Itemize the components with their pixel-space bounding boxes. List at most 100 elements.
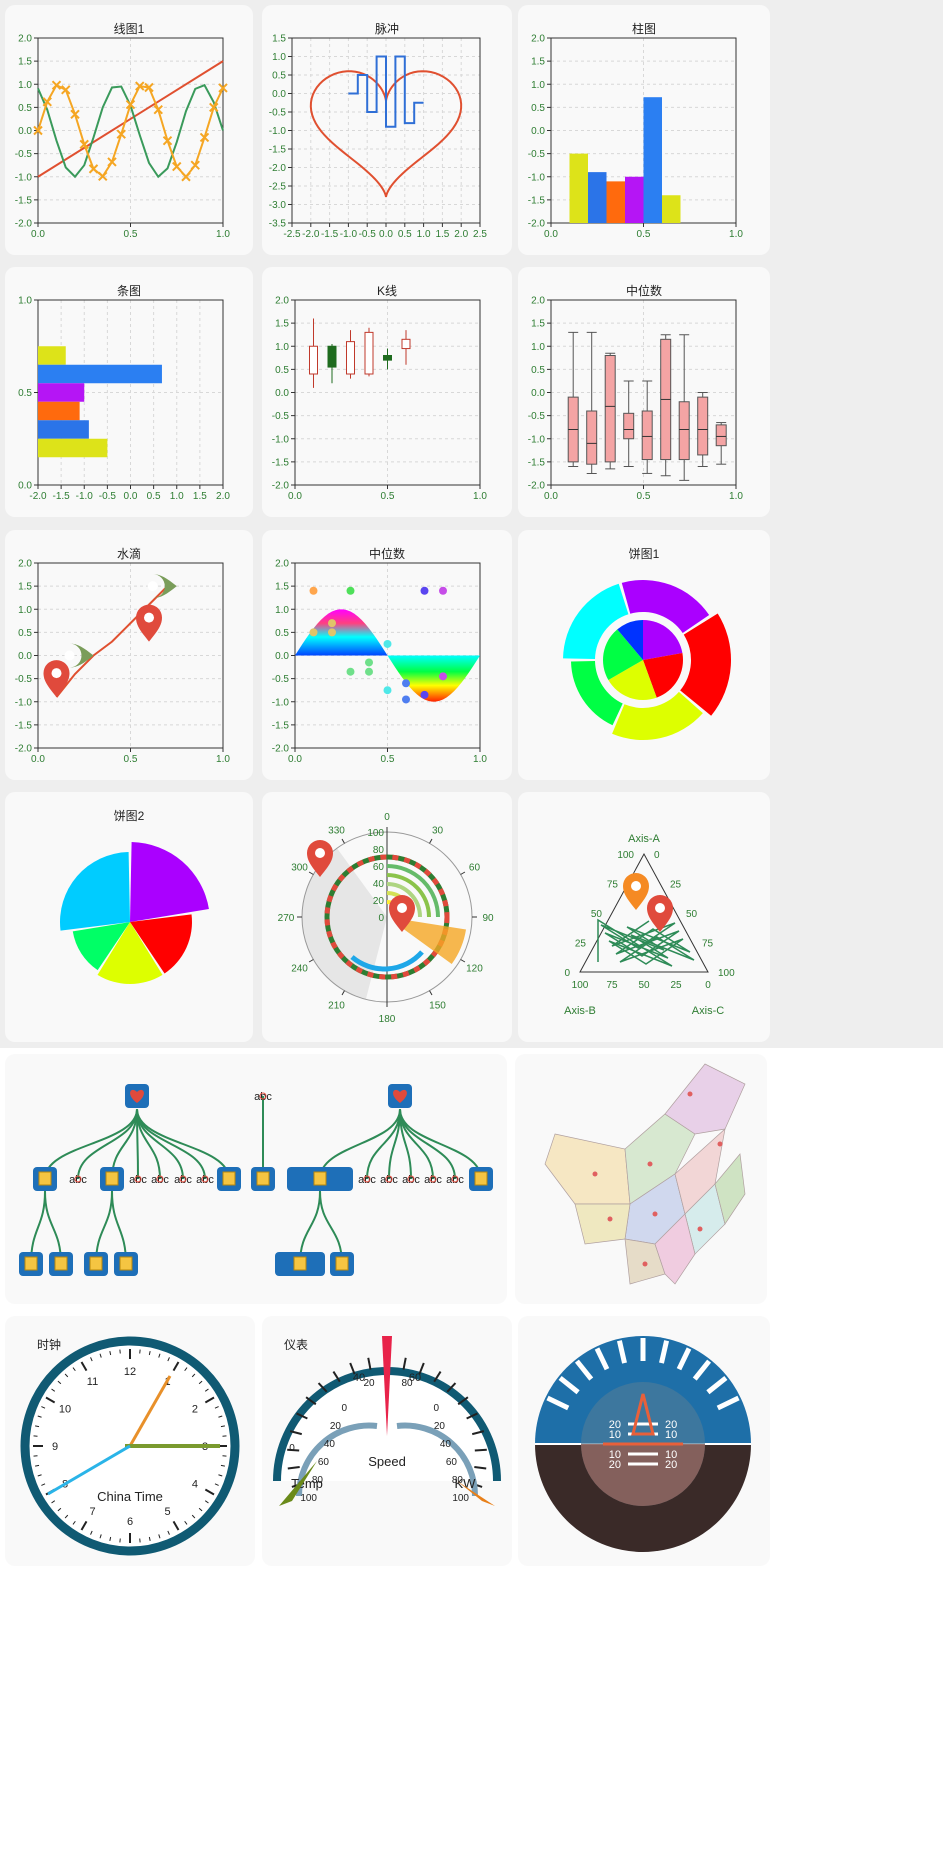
x-tick-label: 0.0	[379, 229, 393, 240]
folder-icon	[256, 1171, 270, 1186]
tree-link	[77, 1108, 138, 1180]
bank-tick	[716, 1395, 740, 1411]
clock-number: 7	[89, 1506, 95, 1518]
outer-slice	[563, 583, 629, 660]
clock-tick	[218, 1415, 223, 1418]
x-tick-label: -2.5	[283, 229, 301, 240]
clock-tick	[99, 1534, 102, 1539]
folder-icon	[222, 1171, 236, 1186]
heart-curve	[309, 70, 463, 198]
y-tick-label: -2.0	[269, 163, 287, 174]
clock-tick	[109, 1536, 112, 1541]
c-tick-label: 100	[718, 968, 735, 979]
clock-tick	[148, 1536, 151, 1541]
node-label: abc	[196, 1174, 214, 1186]
chart-title: 中位数	[368, 547, 405, 561]
y-tick-label: 0.5	[18, 103, 32, 114]
y-tick-label: 1.5	[531, 319, 545, 330]
node-label: abc	[402, 1174, 420, 1186]
ternary-trace	[597, 918, 695, 967]
gauge-tick	[289, 1430, 303, 1436]
clock-tick	[204, 1396, 215, 1404]
y-tick-label: -2.0	[272, 481, 290, 492]
bar	[38, 438, 108, 458]
pin-marker	[136, 604, 162, 642]
y-tick-label: -2.0	[15, 744, 33, 755]
x-marker	[61, 85, 71, 95]
bank-tick	[594, 1347, 610, 1371]
gauge-card: 仪表 40 60 Speed 100 80 60 40 20 0 100 80 60 40 20 0 20 80…	[262, 1316, 512, 1566]
y-tick-label: 1.0	[18, 296, 32, 307]
y-tick-label: 0.5	[275, 365, 289, 376]
chart-card-drops: 水滴 0.0 0.5 1.0 -2.0 -1.5 -1.0 -0.5 0.0 0.5 1.0 1.5…	[5, 530, 253, 780]
city-dot	[642, 1261, 648, 1267]
candle-body	[364, 331, 374, 375]
pin-shape	[647, 895, 673, 932]
speed-needle	[382, 1336, 392, 1436]
chart-card-pie2: 饼图2	[5, 792, 253, 1042]
polar-chart: 0 30 60 90 120 150 180 210 240 270 300 330 0 20 40 60 80…	[278, 812, 494, 1025]
power-label: KW	[455, 1476, 477, 1491]
angle-tick-label: 150	[429, 1000, 446, 1011]
negative-area	[387, 655, 480, 702]
power-tick-label: 20	[434, 1421, 446, 1432]
node-label: abc	[174, 1174, 192, 1186]
chart-card-bars: 柱图 0.0 0.5 1.0 -2.0 -1.5 -1.0 -0.5 0.0 0.5 1.0 1.5…	[518, 5, 770, 255]
y-tick-label: -1.5	[15, 720, 33, 731]
scatter-point	[420, 690, 429, 699]
box	[604, 355, 616, 463]
angle-tick	[341, 838, 345, 844]
folder-node	[469, 1167, 493, 1191]
city-dot	[647, 1161, 653, 1167]
drop-hole	[147, 581, 158, 592]
clock-tick	[35, 1464, 40, 1467]
y-tick-label: -0.5	[15, 149, 33, 160]
tree-link	[136, 1108, 206, 1180]
rose-arc	[386, 873, 431, 918]
clock-tick	[204, 1388, 209, 1392]
chart-title: 线图1	[113, 22, 145, 36]
y-tick-label: -0.5	[272, 411, 290, 422]
angle-tick-label: 300	[291, 863, 308, 874]
y-tick-label: 2.0	[18, 559, 32, 570]
y-tick-label: 0.0	[18, 126, 32, 137]
chart-card-line: 线图1 0.0 0.5 1.0 -2.0 -1.5 -1.0 -0.5 0.0 0.5 1.0 1.…	[5, 5, 253, 255]
y-tick-label: -1.5	[269, 145, 287, 156]
scatter-point	[365, 667, 373, 676]
x-marker	[218, 83, 228, 93]
c-tick-label: 0	[654, 850, 660, 861]
bar	[38, 346, 66, 365]
y-tick-label: -1.0	[15, 172, 33, 183]
attitude-card: 20 20 10 10 10 10 20 20	[518, 1316, 770, 1566]
province	[714, 1153, 746, 1225]
node-label: abc	[254, 1091, 272, 1103]
pin-marker	[647, 895, 673, 932]
drop-hole	[64, 650, 75, 661]
province	[624, 1113, 696, 1205]
plot-frame	[37, 562, 224, 749]
temp-needle	[279, 1461, 317, 1506]
clock-tick	[37, 1474, 42, 1477]
gradient-area-chart: 0.0 0.5 1.0 -2.0 -1.5 -1.0 -0.5 0.0 0.5 1.0 1.5 2.0	[272, 559, 488, 766]
x-tick-label: 0.0	[288, 754, 302, 765]
x-marker	[172, 161, 182, 172]
y-tick-label: -1.0	[528, 434, 546, 445]
y-tick-label: 2.0	[275, 296, 289, 307]
speed-tick-label: 60	[409, 1372, 421, 1384]
outer-slice	[680, 613, 731, 716]
angle-tick-label: 330	[328, 826, 345, 837]
rose-arc	[386, 882, 422, 918]
y-tick-label: 1.5	[275, 319, 289, 330]
series-line	[55, 585, 169, 698]
clock-tick	[167, 1357, 170, 1362]
folder-icon	[474, 1171, 488, 1186]
bank-tick	[659, 1340, 670, 1364]
ring-tick-label: 80	[401, 1378, 413, 1389]
power-needle	[457, 1481, 495, 1506]
angle-tick	[460, 871, 466, 875]
scatter-point	[346, 667, 355, 676]
speed-label: Speed	[368, 1454, 406, 1469]
folder-icon	[105, 1171, 119, 1186]
plot-frame	[291, 37, 481, 224]
y-tick-label: -1.0	[269, 126, 287, 137]
